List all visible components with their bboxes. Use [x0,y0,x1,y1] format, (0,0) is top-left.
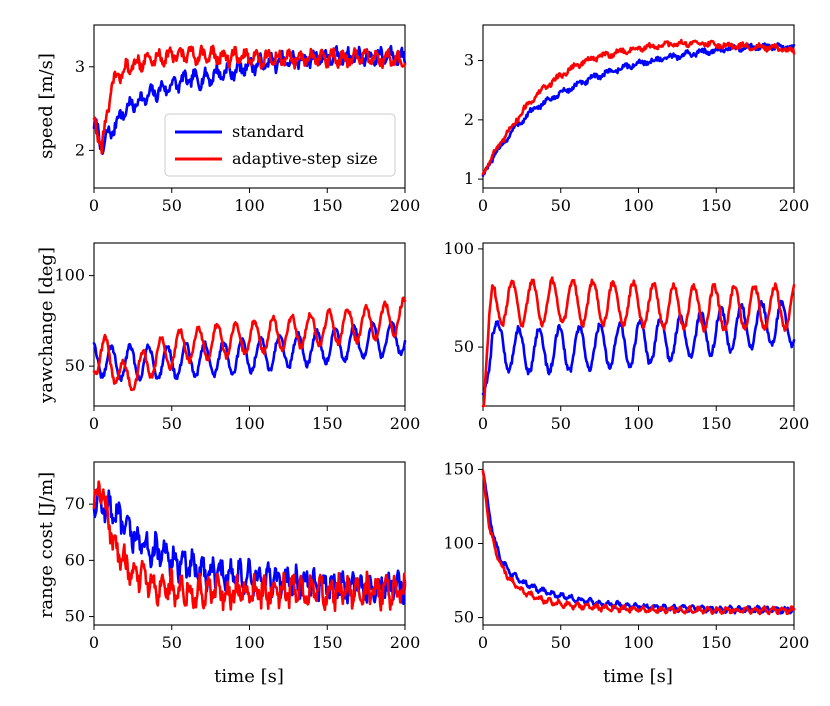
x-tick-label: 50 [162,414,182,433]
x-tick-label: 100 [623,633,654,652]
xlabel: time [s] [603,666,673,687]
x-tick-label: 200 [779,196,810,215]
x-tick-label: 100 [234,414,265,433]
y-tick-label: 60 [65,550,85,569]
x-tick-label: 200 [779,414,810,433]
axes-ticks: 0 50 100 150 200 2 3 [75,57,420,215]
axes-ticks: 0 50 100 150 200 50 100 [443,239,809,433]
x-tick-label: 200 [390,196,421,215]
series-lines [92,296,407,392]
x-tick-label: 150 [701,633,732,652]
axes-ticks: 0 50 100 150 200 1 2 3 [464,51,809,215]
ylabel: yawchange [deg] [36,247,57,404]
axes-frame [482,461,795,626]
series-line-adaptive-step-size [92,480,407,613]
series-line-adaptive-step-size [92,44,407,155]
x-tick-label: 100 [623,414,654,433]
panel-speed-a: 0 50 100 150 200 2 3 speed [m/s] standard adap… [36,24,420,215]
series-line-adaptive-step-size [481,38,796,176]
x-tick-label: 50 [551,633,571,652]
series-line-adaptive-step-size [92,296,407,392]
legend: standard adaptive-step size [164,113,396,177]
series-line-standard [481,299,796,396]
x-tick-label: 50 [162,633,182,652]
legend-standard-label: standard [232,122,304,141]
legend-adaptive-label: adaptive-step size [232,149,378,168]
series-line-standard [481,42,796,177]
panel-speed-b: 0 50 100 150 200 1 2 3 [464,24,809,215]
y-tick-label: 3 [75,57,85,76]
y-tick-label: 70 [65,494,85,513]
axes-frame [93,242,406,407]
x-tick-label: 100 [234,196,265,215]
x-tick-label: 150 [312,633,343,652]
x-tick-label: 0 [89,633,99,652]
y-tick-label: 1 [464,169,474,188]
xlabel: time [s] [214,666,284,687]
series-lines [481,276,796,408]
x-tick-label: 50 [551,196,571,215]
y-tick-label: 3 [464,51,474,70]
x-tick-label: 150 [701,196,732,215]
series-lines [481,38,796,177]
x-tick-label: 0 [478,633,488,652]
series-lines [92,480,407,613]
y-tick-label: 150 [443,459,474,478]
panel-yaw-a: 0 50 100 150 200 50 100 yawchange [deg] [36,242,420,433]
y-tick-label: 50 [454,608,474,627]
series-line-standard [92,487,407,606]
series-line-standard [92,320,407,383]
y-tick-label: 50 [454,337,474,356]
x-tick-label: 50 [551,414,571,433]
x-tick-label: 150 [312,196,343,215]
y-tick-label: 100 [54,266,85,285]
series-line-adaptive-step-size [481,276,796,408]
x-tick-label: 100 [234,633,265,652]
legend-box [164,113,396,177]
x-tick-label: 200 [779,633,810,652]
x-tick-label: 50 [162,196,182,215]
series-lines [92,44,407,155]
x-tick-label: 200 [390,633,421,652]
ylabel: speed [m/s] [36,53,57,159]
x-tick-label: 100 [623,196,654,215]
series-line-adaptive-step-size [481,469,796,616]
x-tick-label: 0 [89,414,99,433]
x-tick-label: 0 [478,414,488,433]
axes-ticks: 0 50 100 150 200 50 100 [54,266,420,433]
y-tick-label: 2 [464,110,474,129]
y-tick-label: 100 [443,534,474,553]
y-tick-label: 50 [65,356,85,375]
x-tick-label: 150 [701,414,732,433]
y-tick-label: 2 [75,140,85,159]
ylabel: range cost [J/m] [36,472,57,618]
series-lines [481,469,796,616]
y-tick-label: 100 [443,239,474,258]
series-line-standard [481,470,796,615]
x-tick-label: 150 [312,414,343,433]
y-tick-label: 50 [65,607,85,626]
x-tick-label: 0 [89,196,99,215]
panel-yaw-b: 0 50 100 150 200 50 100 [443,239,809,433]
x-tick-label: 0 [478,196,488,215]
x-tick-label: 200 [390,414,421,433]
